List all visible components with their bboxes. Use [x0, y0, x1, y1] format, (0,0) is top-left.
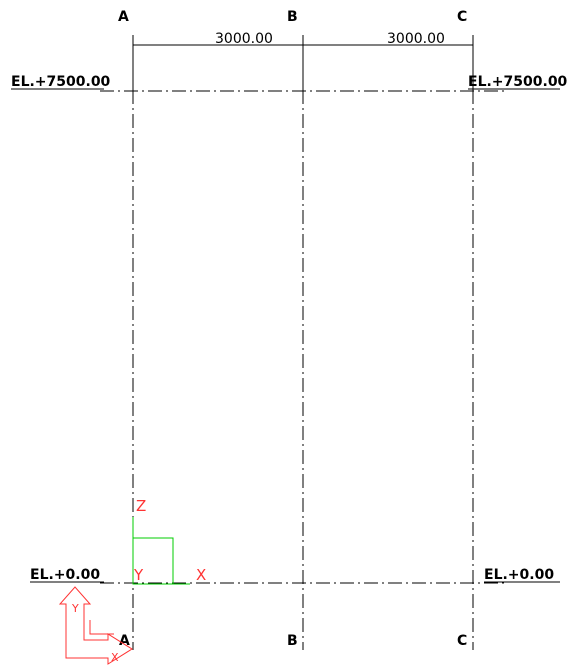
- world-y-label: Y: [71, 602, 79, 615]
- elevation-label-7500-right: EL.+7500.00: [468, 74, 568, 90]
- column-label-a-bottom: A: [119, 633, 130, 649]
- column-label-b-top: B: [287, 9, 298, 25]
- elevation-label-7500-left: EL.+7500.00: [11, 74, 111, 90]
- column-label-b-bottom: B: [287, 633, 298, 649]
- ucs-x-label: X: [196, 566, 206, 584]
- column-label-c-top: C: [457, 9, 467, 25]
- world-axis-inner: [89, 620, 114, 635]
- ucs-icon[interactable]: Z Y X: [132, 497, 206, 585]
- column-label-a-top: A: [118, 9, 129, 25]
- ucs-y-label: Y: [133, 566, 144, 584]
- dimension-text-ab: 3000.00: [215, 31, 273, 47]
- dimension-text-bc: 3000.00: [387, 31, 445, 47]
- elevation-label-0-left: EL.+0.00: [30, 567, 100, 583]
- elevation-label-0-right: EL.+0.00: [484, 567, 554, 583]
- world-x-label: X: [111, 651, 119, 664]
- ucs-square: [132, 537, 174, 585]
- world-axis-arrows: [58, 586, 133, 665]
- world-coordinate-icon: Y X: [58, 586, 133, 665]
- ucs-z-label: Z: [136, 497, 146, 515]
- column-label-c-bottom: C: [457, 633, 467, 649]
